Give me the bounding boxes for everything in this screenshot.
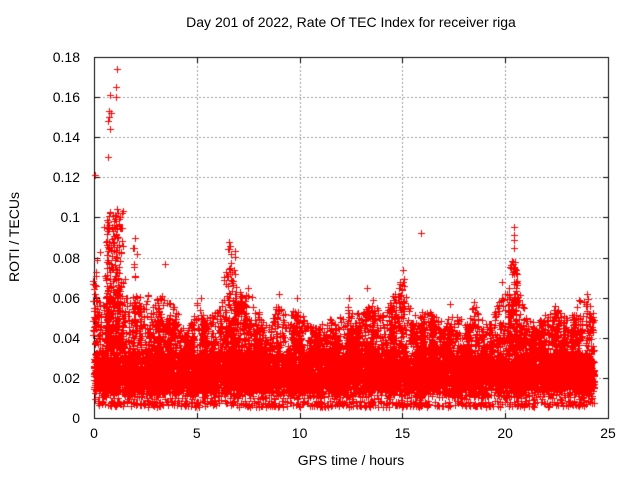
y-tick-label: 0.1	[60, 209, 80, 226]
x-tick-label: 0	[90, 425, 98, 441]
y-tick-label: 0.04	[52, 329, 80, 346]
y-tick-label: 0	[72, 410, 80, 426]
y-axis-title: ROTI / TECUs	[6, 192, 22, 282]
chart-title: Day 201 of 2022, Rate Of TEC Index for r…	[186, 14, 516, 30]
y-tick-label: 0.06	[52, 289, 80, 306]
x-tick-label: 10	[291, 425, 308, 441]
y-tick-label: 0.08	[52, 249, 80, 266]
y-tick-label: 0.02	[52, 369, 80, 386]
x-tick-label: 15	[394, 425, 411, 441]
y-tick-label: 0.14	[52, 129, 80, 146]
y-tick-label: 0.16	[52, 89, 80, 106]
y-tick-label: 0.12	[52, 169, 80, 186]
y-tick-label: 0.18	[52, 49, 80, 65]
x-tick-label: 25	[600, 425, 616, 441]
x-axis-title: GPS time / hours	[297, 452, 405, 468]
x-tick-label: 5	[192, 425, 201, 441]
x-tick-label: 20	[497, 425, 513, 441]
